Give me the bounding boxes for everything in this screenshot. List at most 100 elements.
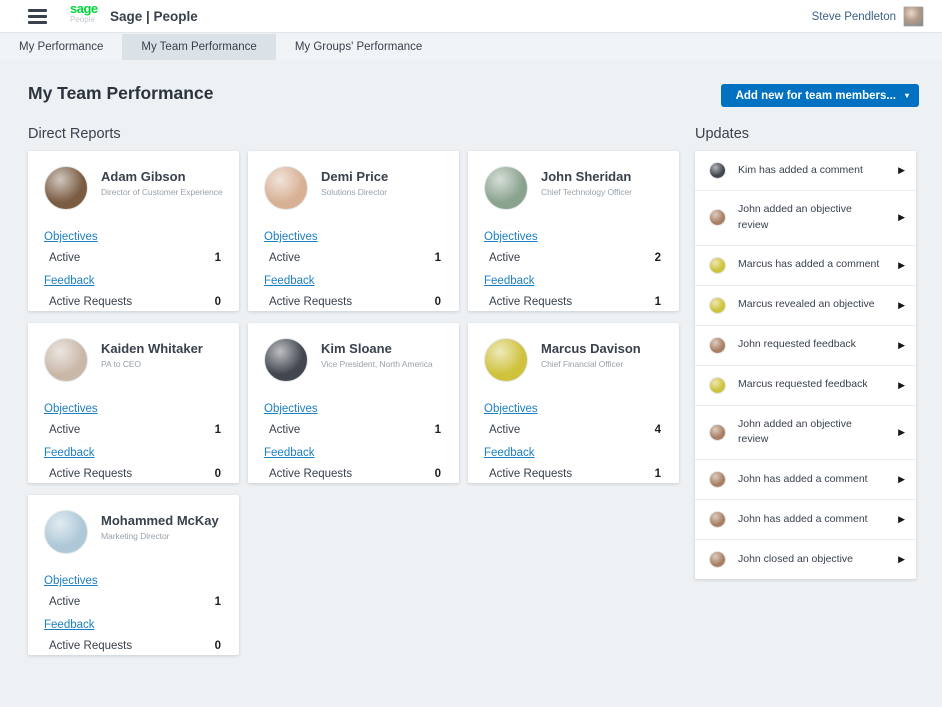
feedback-requests-row: Active Requests 0 [44, 468, 223, 480]
feedback-link[interactable]: Feedback [264, 275, 315, 287]
direct-reports-grid: Adam Gibson Director of Customer Experie… [28, 151, 680, 655]
objectives-active-row: Active 1 [264, 252, 443, 264]
feedback-link[interactable]: Feedback [44, 619, 95, 631]
report-identity: Adam Gibson Director of Customer Experie… [101, 166, 223, 222]
update-list-item[interactable]: Marcus revealed an objective ▶ [695, 286, 916, 326]
update-avatar [709, 511, 726, 528]
active-label: Active [489, 424, 521, 436]
active-requests-count: 1 [654, 296, 661, 308]
tab-my-team-performance[interactable]: My Team Performance [122, 34, 276, 60]
menu-icon[interactable] [28, 9, 47, 24]
add-new-for-team-members-button[interactable]: Add new for team members... ▾ [720, 84, 919, 107]
feedback-link[interactable]: Feedback [44, 275, 95, 287]
update-text: Marcus requested feedback [738, 378, 868, 391]
update-list-item[interactable]: Kim has added a comment ▶ [695, 151, 916, 191]
app-header: sage People Sage | People Steve Pendleto… [0, 0, 942, 33]
user-name-link[interactable]: Steve Pendleton [811, 10, 896, 23]
active-requests-label: Active Requests [49, 640, 133, 652]
tab-my-performance[interactable]: My Performance [19, 41, 104, 53]
objectives-link[interactable]: Objectives [264, 231, 318, 243]
objectives-link[interactable]: Objectives [44, 231, 98, 243]
report-avatar [264, 338, 308, 382]
chevron-right-icon[interactable]: ▶ [898, 474, 905, 484]
update-list-item[interactable]: John has added a comment ▶ [695, 460, 916, 500]
chevron-right-icon[interactable]: ▶ [898, 339, 905, 350]
update-text: John has added a comment [738, 472, 868, 485]
active-label: Active [49, 252, 81, 264]
report-avatar [484, 338, 528, 382]
feedback-link[interactable]: Feedback [484, 447, 535, 459]
update-list-item[interactable]: John has added a comment ▶ [695, 500, 916, 540]
sage-logo-word: sage [70, 1, 98, 16]
chevron-right-icon[interactable]: ▶ [898, 554, 905, 564]
active-requests-count: 0 [214, 296, 221, 308]
objectives-link[interactable]: Objectives [484, 231, 538, 243]
active-count: 1 [434, 424, 441, 436]
direct-report-card: Mohammed McKay Marketing Director Object… [28, 495, 239, 655]
report-identity: Demi Price Solutions Director [321, 166, 443, 222]
update-avatar [709, 296, 726, 314]
objectives-active-row: Active 1 [44, 424, 223, 436]
chevron-right-icon[interactable]: ▶ [898, 299, 905, 310]
feedback-requests-row: Active Requests 0 [264, 468, 443, 480]
update-text: Marcus revealed an objective [738, 298, 875, 311]
app-title: Sage | People [110, 9, 198, 24]
update-list-item[interactable]: John closed an objective ▶ [695, 540, 916, 579]
chevron-right-icon[interactable]: ▶ [898, 379, 905, 390]
updates-panel: Kim has added a comment ▶ John added an … [695, 151, 916, 579]
objectives-link[interactable]: Objectives [44, 575, 98, 587]
update-list-item[interactable]: Marcus has added a comment ▶ [695, 246, 916, 286]
active-count: 2 [654, 252, 661, 264]
tab-bar: My Performance My Team Performance My Gr… [0, 34, 942, 60]
active-requests-count: 0 [434, 468, 441, 480]
report-identity: Kaiden Whitaker PA to CEO [101, 338, 223, 394]
active-label: Active [49, 596, 81, 608]
objectives-link[interactable]: Objectives [264, 403, 318, 415]
report-avatar [44, 510, 88, 554]
user-avatar[interactable] [903, 6, 924, 27]
direct-report-card: Demi Price Solutions Director Objectives… [248, 151, 459, 311]
report-role: Director of Customer Experience [101, 187, 223, 197]
feedback-requests-row: Active Requests 1 [484, 468, 663, 480]
active-requests-count: 0 [434, 296, 441, 308]
tab-my-groups-performance[interactable]: My Groups' Performance [294, 41, 423, 53]
update-avatar [709, 209, 726, 227]
add-new-button-label: Add new for team members... [735, 89, 896, 102]
active-requests-label: Active Requests [269, 296, 353, 308]
update-list-item[interactable]: John added an objective review ▶ [695, 191, 916, 246]
direct-report-card: Kim Sloane Vice President, North America… [248, 323, 459, 483]
main-content: My Team Performance Add new for team mem… [0, 60, 942, 707]
updates-heading: Updates [695, 126, 750, 142]
active-count: 1 [214, 252, 221, 264]
update-list-item[interactable]: Marcus requested feedback ▶ [695, 366, 916, 406]
report-role: Chief Financial Officer [541, 359, 624, 369]
feedback-link[interactable]: Feedback [44, 447, 95, 459]
report-avatar [264, 166, 308, 210]
chevron-right-icon[interactable]: ▶ [898, 426, 905, 437]
active-requests-label: Active Requests [489, 296, 573, 308]
report-identity: John Sheridan Chief Technology Officer [541, 166, 663, 222]
chevron-right-icon[interactable]: ▶ [898, 165, 905, 175]
report-card-header: Mohammed McKay Marketing Director [44, 510, 223, 566]
update-avatar [709, 336, 726, 354]
active-label: Active [269, 424, 301, 436]
chevron-right-icon[interactable]: ▶ [898, 212, 905, 223]
objectives-link[interactable]: Objectives [44, 403, 98, 415]
feedback-link[interactable]: Feedback [484, 275, 535, 287]
update-list-item[interactable]: John requested feedback ▶ [695, 326, 916, 366]
chevron-right-icon[interactable]: ▶ [898, 514, 905, 524]
report-name: Adam Gibson [101, 169, 186, 184]
chevron-right-icon[interactable]: ▶ [898, 259, 905, 270]
report-name: John Sheridan [541, 169, 632, 184]
report-role: PA to CEO [101, 359, 142, 369]
active-requests-label: Active Requests [49, 468, 133, 480]
objectives-link[interactable]: Objectives [484, 403, 538, 415]
direct-report-card: Marcus Davison Chief Financial Officer O… [468, 323, 679, 483]
active-requests-count: 0 [214, 468, 221, 480]
active-requests-count: 0 [214, 640, 221, 652]
feedback-requests-row: Active Requests 0 [44, 640, 223, 652]
feedback-link[interactable]: Feedback [264, 447, 315, 459]
feedback-requests-row: Active Requests 1 [484, 296, 663, 308]
active-count: 1 [214, 424, 221, 436]
update-list-item[interactable]: John added an objective review ▶ [695, 406, 916, 460]
